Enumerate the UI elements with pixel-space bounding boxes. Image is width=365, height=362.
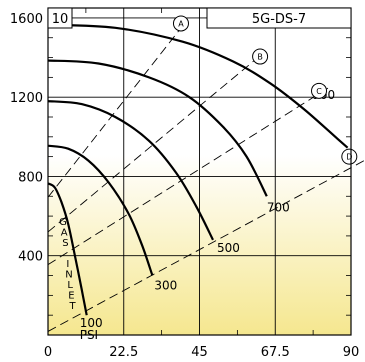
gas-inlet-letter: A <box>61 228 68 239</box>
y-tick-label: 1600 <box>10 12 43 27</box>
gas-inlet-letter: L <box>67 280 73 291</box>
dashed-line-b <box>47 58 258 233</box>
gas-inlet-letter: N <box>65 270 72 281</box>
x-tick-label: 45 <box>191 345 208 360</box>
curve-label-500: 500 <box>217 241 240 255</box>
marker-circle-d <box>341 148 358 165</box>
curve-label-100-psi: 100 <box>80 316 103 330</box>
gas-inlet-letter: T <box>69 301 77 312</box>
dashed-reference-lines <box>47 25 365 332</box>
curve-label-300: 300 <box>154 279 177 293</box>
marker-circle-b <box>252 48 269 65</box>
y-tick-label: 1200 <box>10 91 43 106</box>
marker-circle-c <box>311 82 328 99</box>
curve-700 <box>47 59 268 197</box>
panel-number: 10 <box>52 12 69 27</box>
curve-label-700: 700 <box>267 200 290 214</box>
panel-number-box: 10 <box>47 7 73 29</box>
model-label-box: 5G-DS-7 <box>206 7 352 29</box>
gas-inlet-letter: S <box>62 238 68 249</box>
markers: A B C D <box>172 15 358 165</box>
x-tick-label: 0 <box>44 345 52 360</box>
curve-900 <box>47 23 349 149</box>
curve-100-psi <box>47 182 88 316</box>
marker-circle-a <box>172 15 189 32</box>
x-tick-label: 22.5 <box>109 345 138 360</box>
curves <box>47 23 349 316</box>
plot-frame <box>47 7 352 336</box>
curve-300 <box>47 144 154 276</box>
x-tick-label: 90 <box>343 345 360 360</box>
x-tick-label: 67.5 <box>261 345 290 360</box>
y-tick-label: 400 <box>18 250 43 265</box>
model-label: 5G-DS-7 <box>252 12 306 27</box>
curve-500 <box>47 100 214 241</box>
dashed-line-d <box>47 159 365 332</box>
marker-label-d: D <box>346 153 352 162</box>
marker-label-c: C <box>316 87 322 96</box>
dashed-line-a <box>47 25 184 198</box>
gas-inlet-letter: E <box>68 291 74 302</box>
marker-label-b: B <box>257 53 263 62</box>
gas-inlet-letter: G <box>59 217 67 228</box>
y-tick-label: 800 <box>18 170 43 185</box>
tick-labels: 0 22.5 45 67.5 90 400 800 1200 1600 <box>10 12 359 360</box>
marker-label-a: A <box>178 19 184 28</box>
gas-inlet-letter: I <box>66 259 69 270</box>
